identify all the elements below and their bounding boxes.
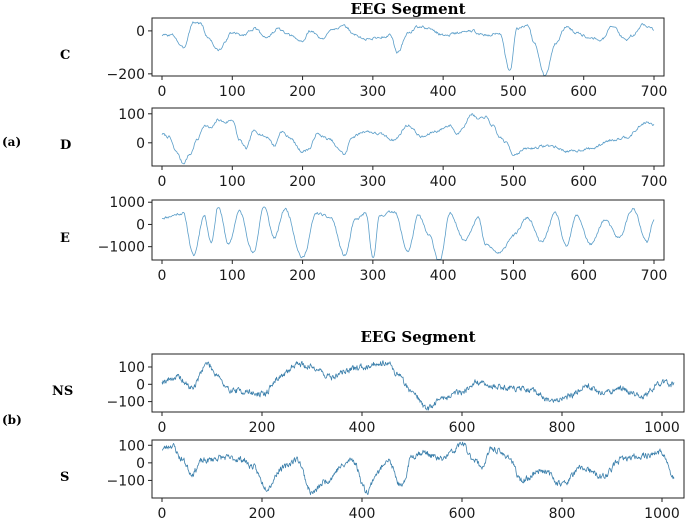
x-tick-label: 0 bbox=[158, 174, 167, 190]
chart-title: EEG Segment bbox=[360, 328, 475, 346]
row-label: S bbox=[60, 470, 69, 485]
x-tick-label: 400 bbox=[349, 420, 376, 436]
x-tick-label: 600 bbox=[449, 506, 476, 522]
x-tick-label: 300 bbox=[359, 84, 386, 100]
y-tick-label: 0 bbox=[136, 456, 145, 472]
row-label: NS bbox=[52, 384, 73, 399]
row-label: C bbox=[60, 48, 70, 63]
y-tick-label: −100 bbox=[107, 395, 145, 411]
x-tick-label: 200 bbox=[289, 84, 316, 100]
x-tick-label: 300 bbox=[359, 268, 386, 284]
eeg-trace bbox=[161, 360, 675, 411]
row-label: D bbox=[60, 138, 71, 153]
x-tick-label: 700 bbox=[641, 268, 668, 284]
x-tick-label: 0 bbox=[158, 506, 167, 522]
panel-a-letter: (a) bbox=[2, 135, 21, 149]
x-tick-label: 500 bbox=[500, 174, 527, 190]
x-tick-label: 0 bbox=[158, 84, 167, 100]
x-tick-label: 700 bbox=[641, 84, 668, 100]
y-tick-label: 100 bbox=[118, 107, 145, 123]
y-tick-label: −100 bbox=[107, 473, 145, 489]
x-tick-label: 400 bbox=[430, 84, 457, 100]
axes-frame bbox=[151, 439, 685, 499]
axes-frame bbox=[151, 199, 665, 261]
subplot-d: D 0 100 200 300 400 500 600 700 100 0 bbox=[60, 107, 667, 190]
x-tick-label: 600 bbox=[449, 420, 476, 436]
y-tick-label: 100 bbox=[118, 438, 145, 454]
axes-frame bbox=[151, 353, 685, 413]
x-tick-label: 0 bbox=[158, 420, 167, 436]
x-tick-label: 1000 bbox=[644, 506, 680, 522]
x-tick-label: 400 bbox=[349, 506, 376, 522]
x-tick-label: 1000 bbox=[644, 420, 680, 436]
x-tick-label: 100 bbox=[219, 84, 246, 100]
x-tick-label: 400 bbox=[430, 268, 457, 284]
x-tick-label: 500 bbox=[500, 268, 527, 284]
axes-frame bbox=[151, 107, 665, 167]
x-tick-label: 600 bbox=[570, 84, 597, 100]
x-tick-label: 300 bbox=[359, 174, 386, 190]
x-tick-label: 200 bbox=[289, 268, 316, 284]
y-tick-label: 0 bbox=[136, 217, 145, 233]
x-tick-label: 200 bbox=[249, 506, 276, 522]
x-tick-label: 600 bbox=[570, 268, 597, 284]
x-tick-label: 0 bbox=[158, 268, 167, 284]
axes-frame bbox=[151, 17, 665, 77]
x-tick-label: 800 bbox=[549, 506, 576, 522]
y-tick-label: 0 bbox=[136, 24, 145, 40]
x-tick-label: 800 bbox=[549, 420, 576, 436]
x-tick-label: 600 bbox=[570, 174, 597, 190]
panel-b-letter: (b) bbox=[2, 413, 22, 427]
eeg-trace bbox=[161, 113, 655, 165]
x-tick-label: 100 bbox=[219, 268, 246, 284]
x-tick-label: 200 bbox=[289, 174, 316, 190]
eeg-trace bbox=[161, 206, 655, 260]
y-tick-label: 100 bbox=[118, 360, 145, 376]
y-tick-label: 0 bbox=[136, 136, 145, 152]
eeg-trace bbox=[162, 441, 675, 496]
x-tick-label: 700 bbox=[641, 174, 668, 190]
subplot-c: EEG Segment C 0 100 200 300 400 500 600 700 0 −200 bbox=[60, 0, 667, 100]
y-tick-label: −1000 bbox=[98, 240, 145, 256]
x-tick-label: 400 bbox=[430, 174, 457, 190]
row-label: E bbox=[60, 231, 70, 246]
x-tick-label: 200 bbox=[249, 420, 276, 436]
chart-title: EEG Segment bbox=[350, 0, 465, 18]
eeg-trace bbox=[161, 21, 655, 76]
y-tick-label: 0 bbox=[136, 377, 145, 393]
x-tick-label: 100 bbox=[219, 174, 246, 190]
subplot-e: E 0 100 200 300 400 500 600 700 1000 0 −1000 bbox=[60, 195, 667, 284]
y-tick-label: 1000 bbox=[109, 195, 145, 211]
x-tick-label: 500 bbox=[500, 84, 527, 100]
y-tick-label: −200 bbox=[107, 67, 145, 83]
